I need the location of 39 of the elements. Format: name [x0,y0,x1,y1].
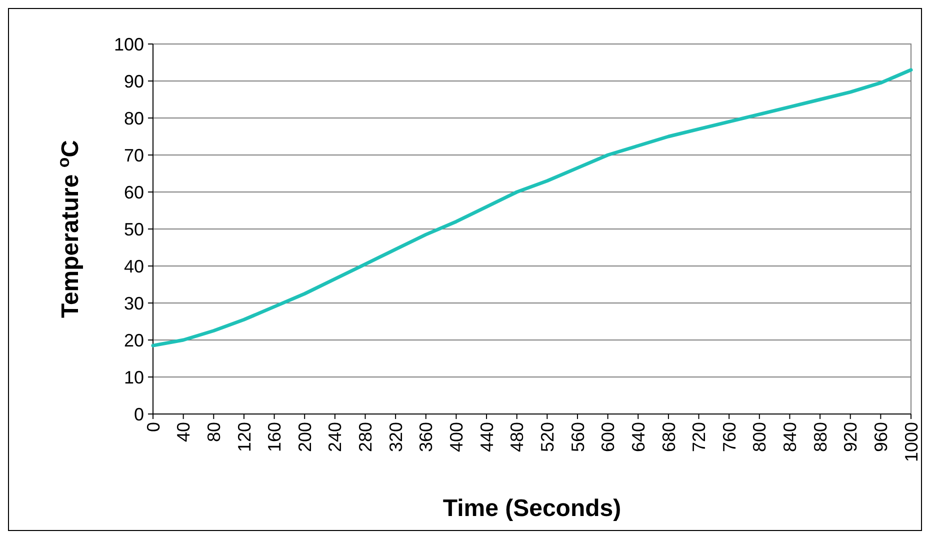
x-tick-label: 960 [870,422,891,452]
y-tick-label: 60 [124,182,144,202]
x-tick-label: 240 [325,422,346,452]
y-tick-label: 10 [124,367,144,388]
y-tick-label: 30 [124,293,144,314]
y-tick-label: 100 [114,34,144,54]
x-tick-label: 80 [204,422,224,442]
x-tick-label: 880 [810,422,830,452]
y-tick-label: 70 [124,145,144,166]
line-series [151,68,913,348]
y-tick-label: 40 [124,256,144,276]
x-tick-label: 480 [507,422,528,452]
x-tick-label: 600 [598,422,618,452]
x-tick-label: 840 [780,422,800,452]
x-tick-label: 160 [264,422,285,452]
x-tick-label: 1000 [901,422,922,462]
x-tick-label: 280 [356,422,376,452]
y-tick-label: 0 [134,404,144,424]
y-tick-label: 50 [124,219,144,240]
x-tick-label: 0 [143,422,164,432]
x-tick-label: 520 [537,422,558,452]
x-tick-label: 440 [476,422,497,452]
x-tick-label: 320 [386,422,406,452]
x-tick-label: 720 [689,422,710,452]
x-tick-label: 40 [174,422,194,442]
x-tick-label: 360 [416,422,436,452]
x-tick-label: 640 [628,422,648,452]
x-tick-label: 560 [568,422,588,452]
x-tick-label: 680 [658,422,679,452]
x-tick-label: 200 [294,422,315,452]
x-axis-title: Time (Seconds) [442,495,622,522]
x-tick-label: 120 [234,422,254,452]
y-tick-label: 20 [124,330,144,350]
x-tick-label: 800 [750,422,770,452]
y-tick-label: 80 [124,108,144,128]
x-tick-label: 920 [840,422,861,452]
x-tick-label: 760 [719,422,740,452]
x-tick-label: 400 [446,422,466,452]
y-tick-label: 90 [124,71,144,92]
